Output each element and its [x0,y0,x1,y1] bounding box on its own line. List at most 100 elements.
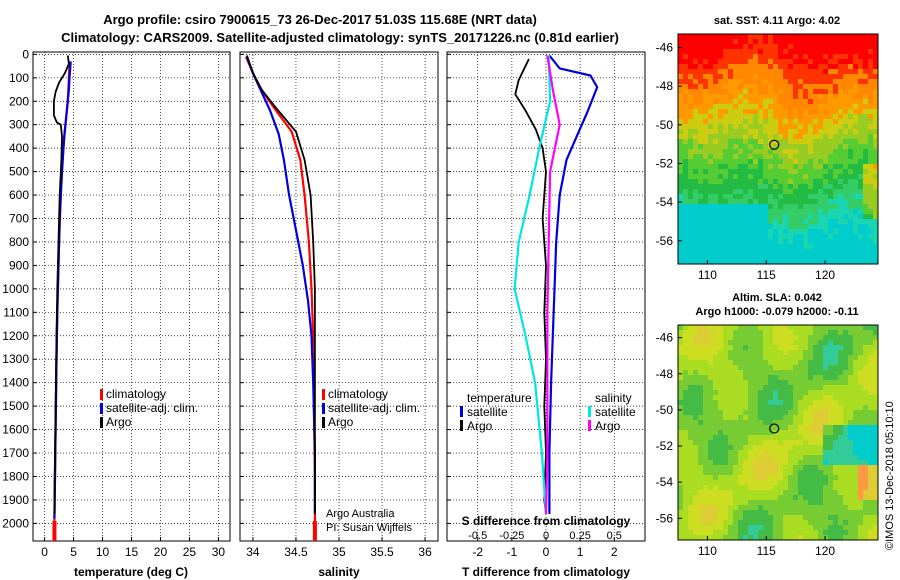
map-cell [708,259,714,265]
map-frame [677,324,879,541]
map-cell [833,520,839,526]
map-cell [718,490,724,496]
map-cell [753,510,759,516]
map-cell [748,325,754,331]
map-cell [778,109,784,115]
map-cell [833,169,839,175]
map-cell [728,74,734,80]
map-cell [768,244,774,250]
map-cell [698,139,704,145]
map-cell [678,69,684,75]
map-cell [728,59,734,65]
map-cell [753,174,759,180]
map-cell [858,84,864,90]
map-y-tick-label: -50 [656,118,674,132]
map-cell [703,229,709,235]
map-cell [783,510,789,516]
map-cell [733,54,739,60]
map-cell [743,159,749,165]
argo-position-marker [769,139,780,150]
map-cell [793,455,799,461]
map-cell [743,254,749,260]
map-cell [763,74,769,80]
map-cell [823,249,829,255]
map-cell [728,209,734,215]
map-cell [748,109,754,115]
map-cell [803,515,809,521]
map-cell [743,89,749,95]
map-cell [858,254,864,260]
map-cell [693,114,699,120]
map-cell [823,535,829,541]
map-cell [793,154,799,160]
map-cell [693,229,699,235]
map-cell [748,415,754,421]
map-cell [693,435,699,441]
map-cell [813,49,819,55]
map-cell [698,345,704,351]
map-cell [718,505,724,511]
map-cell [683,420,689,426]
map-cell [818,515,824,521]
map-cell [753,500,759,506]
map-cell [733,410,739,416]
map-cell [718,204,724,210]
map-cell [838,39,844,45]
map-cell [783,244,789,250]
map-cell [698,410,704,416]
map-cell [713,490,719,496]
map-cell [728,375,734,381]
map-cell [808,365,814,371]
map-cell [753,204,759,210]
map-cell [823,360,829,366]
map-cell [768,164,774,170]
map-cell [738,114,744,120]
map-cell [768,375,774,381]
map-cell [858,154,864,160]
map-cell [873,259,879,265]
map-cell [838,159,844,165]
map-cell [708,535,714,541]
map-cell [783,475,789,481]
map-cell [858,340,864,346]
map-cell [778,465,784,471]
map-cell [693,340,699,346]
map-cell [713,470,719,476]
map-cell [823,520,829,526]
map-cell [828,259,834,265]
map-cell [763,64,769,70]
map-cell [708,139,714,145]
map-cell [838,520,844,526]
map-cell [698,505,704,511]
map-cell [678,164,684,170]
map-cell [718,525,724,531]
map-cell [823,365,829,371]
map-cell [818,455,824,461]
map-cell [853,174,859,180]
map-cell [788,475,794,481]
map-cell [773,390,779,396]
map-cell [768,495,774,501]
map-cell [828,460,834,466]
map-cell [688,219,694,225]
map-cell [773,495,779,501]
map-cell [738,405,744,411]
map-cell [823,445,829,451]
map-cell [738,119,744,125]
map-cell [693,244,699,250]
map-cell [828,94,834,100]
map-cell [843,515,849,521]
map-cell [828,209,834,215]
map-cell [833,254,839,260]
map-cell [718,239,724,245]
map-cell [773,410,779,416]
map-cell [723,360,729,366]
map-cell [688,375,694,381]
map-cell [688,430,694,436]
title-line-2: Climatology: CARS2009. Satellite-adjuste… [61,30,619,45]
map-cell [813,144,819,150]
map-cell [728,330,734,336]
map-cell [733,450,739,456]
map-cell [693,124,699,130]
map-cell [753,430,759,436]
